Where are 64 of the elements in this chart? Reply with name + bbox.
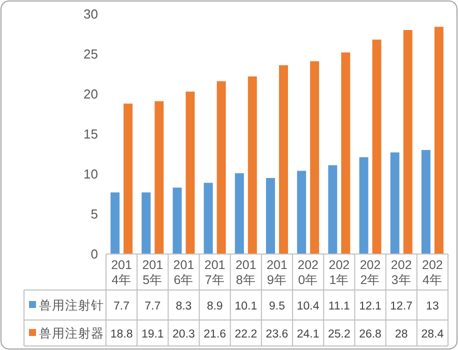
bar: [328, 165, 338, 254]
x-tick-label: 2022年: [360, 258, 381, 287]
data-label: 10.1: [234, 300, 258, 312]
data-label: 24.1: [296, 328, 320, 340]
bar: [297, 170, 306, 254]
data-label: 7.7: [144, 300, 161, 312]
data-label: 19.1: [141, 328, 164, 340]
bar: [421, 150, 430, 254]
data-label: 26.8: [359, 328, 382, 340]
x-tick-label: 2015年: [142, 258, 164, 287]
x-tick-label: 2024年: [422, 258, 443, 287]
bar: [124, 104, 133, 254]
x-tick-label: 2018年: [235, 258, 256, 287]
bar: [279, 65, 288, 254]
bar: [110, 192, 120, 254]
bar: [204, 182, 213, 254]
data-label: 12.7: [390, 300, 413, 312]
data-label: 13: [426, 300, 439, 312]
data-label: 20.3: [172, 328, 195, 340]
legend-label: 兽用注射器: [39, 326, 104, 340]
bar: [216, 81, 226, 254]
y-tick-label: 0: [90, 246, 98, 262]
data-label: 22.2: [234, 328, 258, 340]
x-tick-label: 2017年: [204, 258, 226, 287]
y-tick-label: 25: [84, 46, 98, 62]
x-tick-label: 2021年: [328, 258, 350, 287]
bar: [341, 52, 350, 254]
bar: [372, 40, 382, 254]
data-label: 23.6: [266, 328, 288, 340]
bar: [310, 61, 320, 254]
x-tick-label: 2023年: [390, 258, 412, 287]
y-tick-label: 10: [84, 166, 98, 182]
y-tick-label: 30: [84, 6, 98, 22]
bar: [434, 26, 444, 254]
bar: [266, 178, 275, 254]
x-tick-label: 2020年: [298, 258, 319, 287]
data-label: 11.1: [328, 300, 350, 312]
data-label: 7.7: [114, 300, 130, 312]
legend-label: 兽用注射针: [39, 298, 104, 312]
y-tick-label: 5: [90, 206, 98, 222]
x-tick-label: 2019年: [266, 258, 288, 287]
data-label: 25.2: [328, 328, 350, 340]
data-label: 9.5: [269, 300, 285, 312]
data-label: 18.8: [110, 328, 133, 340]
data-label: 12.1: [359, 300, 382, 312]
x-tick-label: 2014年: [111, 258, 132, 287]
data-label: 8.9: [206, 300, 223, 312]
bar: [248, 76, 257, 254]
bar: [142, 192, 151, 254]
data-label: 10.4: [296, 300, 320, 312]
x-tick-label: 2016年: [173, 258, 194, 287]
bar: [359, 157, 368, 254]
bar: [234, 173, 244, 254]
y-tick-label: 20: [84, 86, 98, 102]
bar: [403, 30, 412, 254]
bar: [390, 152, 400, 254]
data-label: 28: [394, 328, 408, 340]
bar: [172, 188, 182, 254]
data-label: 21.6: [204, 328, 226, 340]
y-tick-label: 15: [84, 126, 98, 142]
bar: [186, 92, 195, 254]
bar: [154, 101, 164, 254]
data-label: 28.4: [421, 328, 444, 340]
data-label: 8.3: [176, 300, 192, 312]
